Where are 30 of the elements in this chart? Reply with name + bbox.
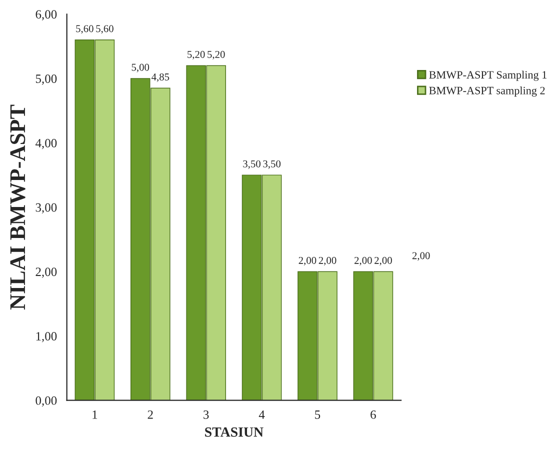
y-tick-label: 2,00 (36, 268, 57, 278)
text: 2,00 (412, 252, 430, 261)
data-label: 2,00 (354, 256, 372, 266)
data-label: 3,50 (243, 160, 260, 169)
data-label: 5,20 (188, 50, 205, 60)
y-tick-label: 3,00 (36, 203, 57, 214)
x-axis-title: STASIUN (205, 427, 264, 437)
x-tick-label: 6 (370, 410, 376, 419)
y-tick-label: 5,00 (36, 74, 57, 85)
x-tick-label: 3 (204, 410, 209, 419)
data-label: 3,50 (263, 160, 281, 169)
y-axis-title: NILAI BMWP-ASPT (10, 104, 26, 310)
data-label: 5,00 (132, 64, 150, 72)
data-label: 2,00 (318, 256, 336, 266)
x-tick-label: 4 (258, 410, 265, 419)
y-tick-label: 6,00 (36, 10, 57, 20)
legend-label: BMWP-ASPT sampling 2 (429, 86, 545, 97)
data-label: 5,60 (96, 25, 114, 34)
data-label: 5,20 (208, 50, 225, 60)
y-tick-label: 1,00 (36, 332, 57, 342)
y-tick-label: 4,00 (35, 138, 57, 150)
data-label: 2,00 (374, 256, 392, 266)
y-tick-label: 0,00 (36, 396, 57, 407)
data-label: 4,85 (152, 73, 170, 82)
x-tick-label: 1 (92, 410, 98, 419)
data-label: 2,00 (298, 256, 316, 266)
x-tick-label: 5 (315, 410, 320, 419)
data-label: 5,60 (76, 25, 94, 34)
x-tick-label: 2 (148, 410, 153, 419)
legend-label: BMWP-ASPT Sampling 1 (429, 70, 547, 81)
